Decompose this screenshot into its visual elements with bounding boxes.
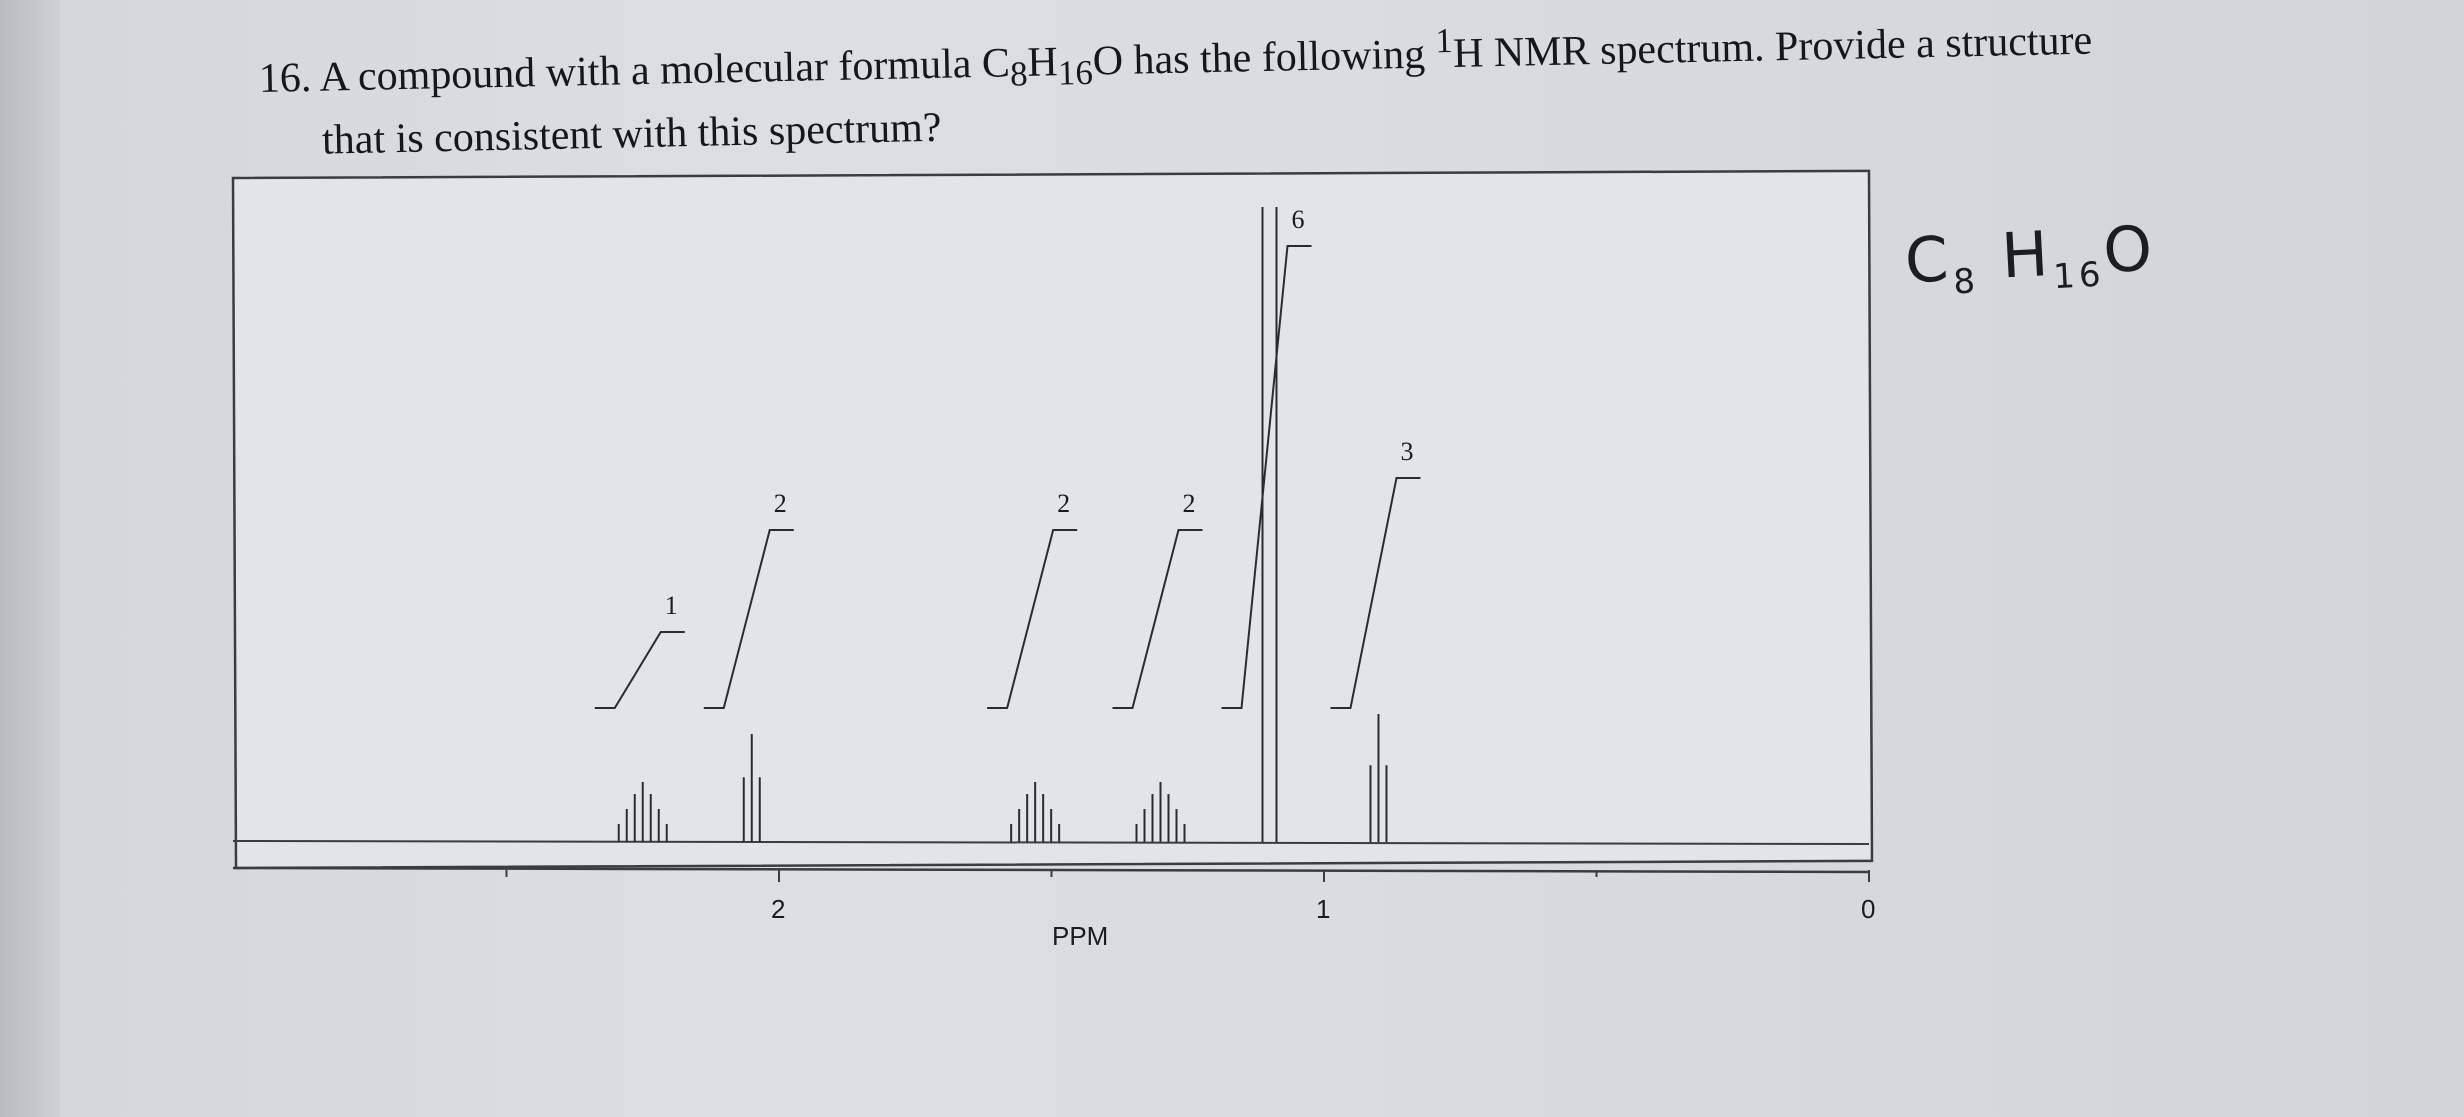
paper-shadow <box>0 0 60 1117</box>
spectrum-frame <box>231 169 1874 870</box>
integral-step <box>987 529 1078 709</box>
x-tick-label: 2 <box>771 894 785 924</box>
integration-label: 2 <box>774 489 787 518</box>
baseline <box>232 840 1870 845</box>
integration-label: 3 <box>1401 437 1414 466</box>
integral-step <box>1112 529 1203 709</box>
x-ticks: 2 1 0 <box>505 870 1875 924</box>
integral-step <box>594 631 685 709</box>
integration-label: 2 <box>1183 489 1196 518</box>
integral-step <box>1330 477 1421 709</box>
peaks <box>617 207 1388 842</box>
integral-step <box>1221 245 1312 709</box>
integral-step <box>703 529 794 709</box>
x-tick-label: 0 <box>1861 894 1875 924</box>
x-tick-label: 1 <box>1316 894 1330 924</box>
integral-traces: 1 2 2 2 6 3 <box>594 205 1421 709</box>
integration-label: 6 <box>1292 205 1305 234</box>
x-axis-label: PPM <box>1052 921 1108 951</box>
integration-label: 2 <box>1057 489 1070 518</box>
integration-label: 1 <box>665 591 678 620</box>
